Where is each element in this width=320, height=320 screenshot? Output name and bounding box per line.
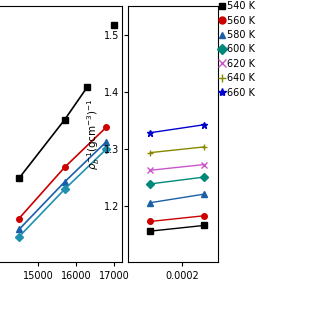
Y-axis label: $\rho_b^{-1}$(gcm$^{-3}$)$^{-1}$: $\rho_b^{-1}$(gcm$^{-3}$)$^{-1}$ — [85, 99, 102, 170]
Legend: 540 K, 560 K, 580 K, 600 K, 620 K, 640 K, 660 K: 540 K, 560 K, 580 K, 600 K, 620 K, 640 K… — [220, 1, 255, 98]
